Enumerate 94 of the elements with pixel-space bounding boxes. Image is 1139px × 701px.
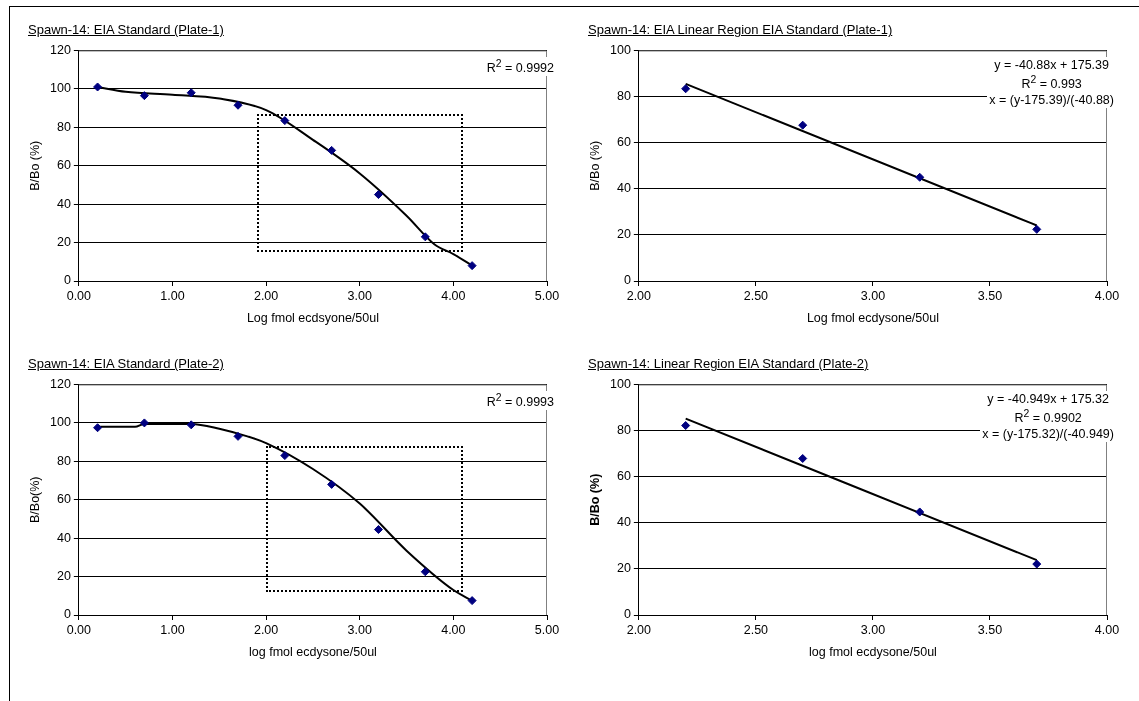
x-tick-label: 2.00 (626, 288, 652, 303)
x-tick-label: 2.00 (626, 622, 652, 637)
point (798, 453, 808, 463)
point (327, 145, 337, 155)
x-tick-label: 4.00 (441, 622, 466, 637)
annotation: x = (y-175.32)/(-40.949) (982, 426, 1114, 443)
x-tick-label: 2.00 (253, 288, 279, 303)
point (915, 172, 925, 182)
x-tick-label: 1.00 (160, 622, 185, 637)
point (1032, 559, 1042, 569)
y-tick-label: 60 (616, 135, 631, 150)
point (915, 507, 925, 517)
y-tick-label: 100 (610, 376, 631, 391)
y-tick-label: 20 (616, 561, 631, 576)
y-tick-label: 20 (56, 235, 71, 250)
x-axis-title: log fmol ecdysone/50ul (809, 644, 937, 659)
y-tick-label: 60 (56, 492, 71, 507)
annotation: R$^{2}$ = 0.9993 (486, 390, 554, 410)
point (373, 190, 383, 200)
point (233, 431, 243, 441)
point (420, 232, 430, 242)
x-tick-label: 3.50 (977, 622, 1003, 637)
chart-title: Spawn-14: EIA Linear Region EIA Standard (Plate-1) (588, 22, 893, 37)
y-tick-label: 40 (56, 196, 71, 211)
chart-title: Spawn-14: Linear Region EIA Standard (Plate-2) (588, 356, 869, 371)
point (233, 100, 243, 110)
annotation: R$^{2}$ = 0.993 (1020, 72, 1083, 93)
point (93, 82, 103, 92)
annotation: R$^{2}$ = 0.9902 (1013, 406, 1083, 427)
point (280, 116, 290, 126)
x-tick-label: 5.00 (534, 622, 560, 637)
chart-title: Spawn-14: EIA Standard (Plate-1) (28, 22, 224, 37)
y-tick-label: 0 (63, 607, 71, 622)
y-tick-label: 120 (50, 42, 71, 57)
x-axis-title: log fmol ecdysone/50ul (249, 644, 377, 659)
y-tick-label: 100 (610, 42, 631, 57)
y-tick-label: 40 (56, 530, 71, 545)
point (467, 596, 477, 606)
x-tick-label: 3.00 (860, 288, 886, 303)
x-tick-label: 4.00 (1094, 622, 1120, 637)
annotation: x = (y-175.39)/(-40.88) (989, 92, 1114, 109)
x-tick-label: 0.00 (66, 288, 92, 303)
x-tick-label: 5.00 (534, 288, 560, 303)
y-tick-label: 40 (616, 515, 631, 530)
y-tick-label: 120 (50, 376, 71, 391)
point (467, 261, 477, 271)
point (327, 479, 337, 489)
point (681, 421, 691, 431)
y-tick-label: 0 (63, 273, 71, 288)
x-tick-label: 2.00 (253, 622, 279, 637)
point (186, 420, 196, 430)
annotation: R$^{2}$ = 0.9992 (486, 56, 554, 76)
y-tick-label: 20 (56, 569, 71, 584)
point (139, 91, 149, 101)
y-tick-label: 100 (50, 81, 71, 96)
x-tick-label: 2.50 (743, 622, 769, 637)
y-axis-title: B/Bo (%) (587, 473, 602, 526)
annotation: y = -40.949x + 175.32 (986, 390, 1110, 407)
x-axis-title: Log fmol ecdysone/50ul (806, 310, 939, 325)
y-axis-title: B/Bo (%) (587, 140, 602, 191)
annotation: y = -40.88x + 175.39 (993, 56, 1110, 73)
y-tick-label: 80 (56, 119, 71, 134)
point (420, 567, 430, 577)
chart-title: Spawn-14: EIA Standard (Plate-2) (28, 356, 224, 371)
x-tick-label: 0.00 (66, 622, 92, 637)
x-tick-label: 3.00 (347, 622, 372, 637)
y-tick-label: 60 (56, 158, 71, 173)
point (373, 525, 383, 535)
point (798, 120, 808, 130)
x-axis-title: Log fmol ecdsyone/50ul (246, 310, 379, 325)
point (139, 418, 149, 428)
x-tick-label: 1.00 (160, 288, 185, 303)
y-axis-title: B/Bo(%) (27, 476, 42, 524)
point (1032, 224, 1042, 234)
x-tick-label: 3.50 (977, 288, 1003, 303)
y-tick-label: 80 (616, 89, 631, 104)
point (280, 451, 290, 461)
point (93, 423, 103, 433)
point (186, 88, 196, 98)
y-tick-label: 80 (616, 423, 631, 438)
x-tick-label: 3.00 (347, 288, 372, 303)
x-tick-label: 4.00 (441, 288, 466, 303)
x-tick-label: 4.00 (1094, 288, 1120, 303)
y-tick-label: 0 (623, 607, 631, 622)
y-tick-label: 40 (616, 181, 631, 196)
y-axis-title: B/Bo (%) (27, 140, 42, 191)
point (681, 84, 691, 94)
y-tick-label: 60 (616, 469, 631, 484)
y-tick-label: 20 (616, 227, 631, 242)
x-tick-label: 2.50 (743, 288, 769, 303)
y-tick-label: 0 (623, 273, 631, 288)
x-tick-label: 3.00 (860, 622, 886, 637)
y-tick-label: 80 (56, 453, 71, 468)
y-tick-label: 100 (50, 415, 71, 430)
